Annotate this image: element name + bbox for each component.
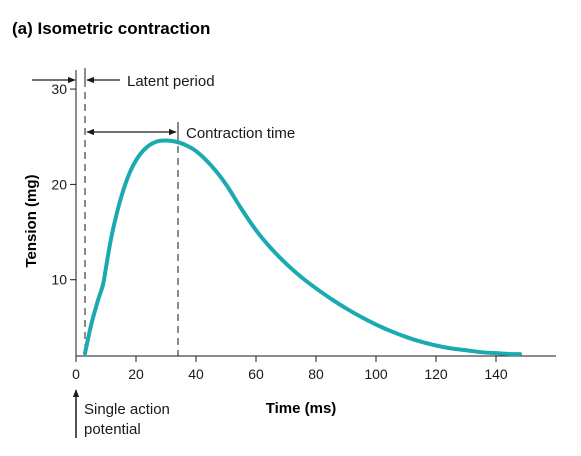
contraction-time-label: Contraction time [186, 125, 295, 142]
x-tick-label: 40 [188, 366, 204, 382]
chart-title: (a) Isometric contraction [12, 19, 210, 38]
y-tick-label: 20 [51, 176, 67, 192]
x-tick-label: 80 [308, 366, 324, 382]
axes [75, 70, 556, 357]
stimulus-label-line-1: Single action [84, 401, 170, 418]
y-tick-label: 30 [51, 81, 67, 97]
latent-period-label: Latent period [127, 73, 215, 90]
annotations: Latent period Contraction time Single ac… [32, 68, 295, 438]
y-axis-title: Tension (mg) [23, 174, 40, 267]
x-tick-label: 100 [364, 366, 388, 382]
x-axis-title: Time (ms) [266, 400, 337, 417]
x-tick-label: 20 [128, 366, 144, 382]
y-tick-label: 10 [51, 272, 67, 288]
x-tick-label: 140 [484, 366, 508, 382]
x-ticks: 0 20 40 60 80 100 120 140 [72, 356, 508, 382]
stimulus-label-line-2: potential [84, 421, 141, 438]
x-tick-label: 0 [72, 366, 80, 382]
x-tick-label: 60 [248, 366, 264, 382]
y-ticks: 10 20 30 [51, 81, 76, 288]
tension-curve [83, 138, 522, 357]
x-tick-label: 120 [424, 366, 448, 382]
